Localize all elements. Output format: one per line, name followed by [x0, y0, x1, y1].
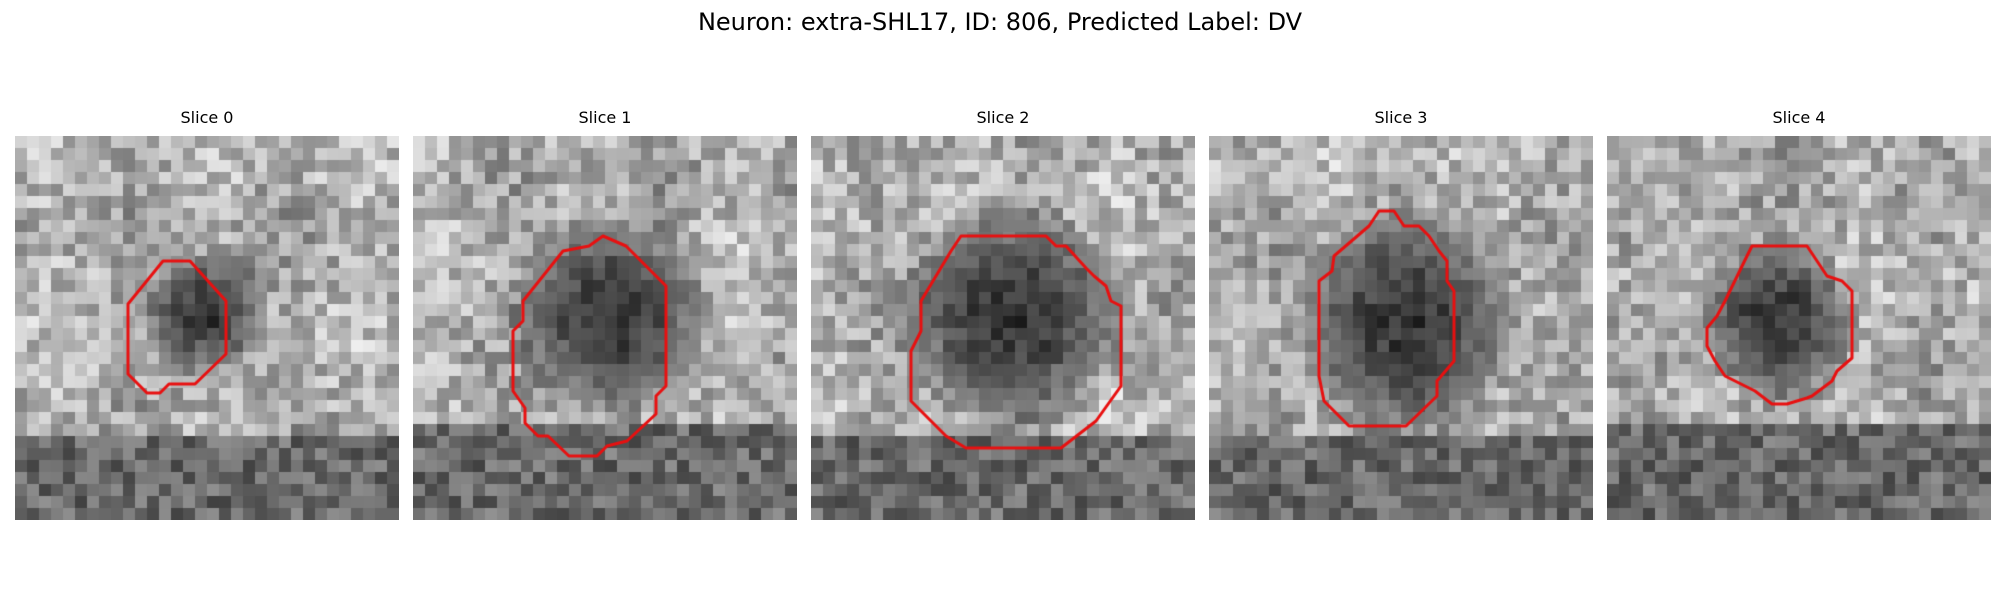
- slice-title: Slice 0: [15, 108, 399, 128]
- slice-image: [1209, 136, 1593, 520]
- slice-title: Slice 3: [1209, 108, 1593, 128]
- slice-title: Slice 1: [413, 108, 797, 128]
- slice-title: Slice 4: [1607, 108, 1991, 128]
- slice-image: [413, 136, 797, 520]
- figure-title: Neuron: extra-SHL17, ID: 806, Predicted …: [0, 6, 2000, 38]
- slice-image: [811, 136, 1195, 520]
- slice-title: Slice 2: [811, 108, 1195, 128]
- slice-image: [1607, 136, 1991, 520]
- slice-image: [15, 136, 399, 520]
